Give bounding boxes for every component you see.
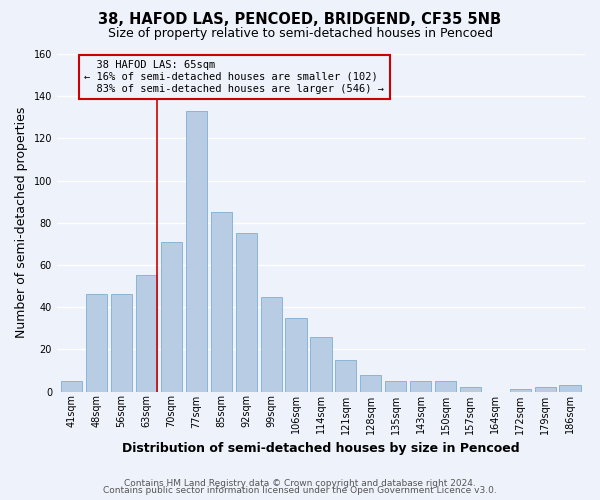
Bar	[559, 385, 581, 392]
Bar	[161, 242, 182, 392]
Bar	[435, 381, 456, 392]
Text: Size of property relative to semi-detached houses in Pencoed: Size of property relative to semi-detach…	[107, 28, 493, 40]
Bar	[136, 276, 157, 392]
Text: Contains HM Land Registry data © Crown copyright and database right 2024.: Contains HM Land Registry data © Crown c…	[124, 478, 476, 488]
Y-axis label: Number of semi-detached properties: Number of semi-detached properties	[15, 107, 28, 338]
Bar	[236, 234, 257, 392]
Bar	[286, 318, 307, 392]
Bar	[260, 296, 282, 392]
X-axis label: Distribution of semi-detached houses by size in Pencoed: Distribution of semi-detached houses by …	[122, 442, 520, 455]
Bar	[385, 381, 406, 392]
Text: Contains public sector information licensed under the Open Government Licence v3: Contains public sector information licen…	[103, 486, 497, 495]
Bar	[509, 390, 531, 392]
Bar	[310, 336, 332, 392]
Bar	[335, 360, 356, 392]
Bar	[211, 212, 232, 392]
Bar	[61, 381, 82, 392]
Text: 38, HAFOD LAS, PENCOED, BRIDGEND, CF35 5NB: 38, HAFOD LAS, PENCOED, BRIDGEND, CF35 5…	[98, 12, 502, 28]
Bar	[111, 294, 132, 392]
Bar	[460, 388, 481, 392]
Bar	[360, 374, 382, 392]
Bar	[535, 388, 556, 392]
Bar	[186, 111, 207, 392]
Bar	[410, 381, 431, 392]
Text: 38 HAFOD LAS: 65sqm
← 16% of semi-detached houses are smaller (102)
  83% of sem: 38 HAFOD LAS: 65sqm ← 16% of semi-detach…	[85, 60, 385, 94]
Bar	[86, 294, 107, 392]
